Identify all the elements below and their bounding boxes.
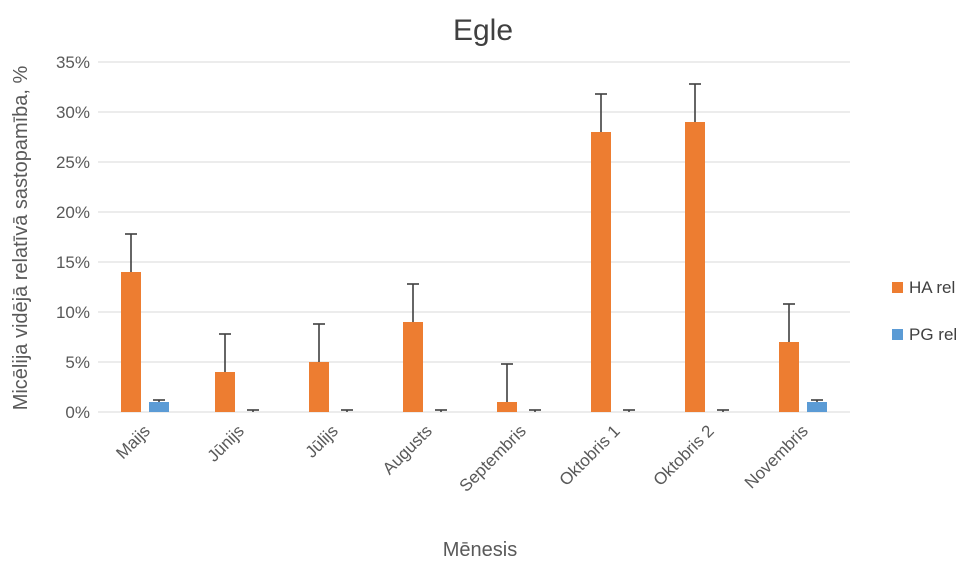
bar-ha [779,342,799,412]
x-tick-label: Novembris [741,421,812,492]
y-tick-label: 0% [65,403,90,422]
y-tick-label: 35% [56,53,90,72]
legend-label: HA rel [909,278,955,297]
bar-ha [309,362,329,412]
legend-label: PG rel [909,325,957,344]
y-tick-label: 5% [65,353,90,372]
bar-ha [497,402,517,412]
legend: HA rel PG rel [892,278,957,344]
bar-pg [149,402,169,412]
x-tick-label: Oktobris 1 [556,421,624,489]
y-tick-label: 25% [56,153,90,172]
y-tick-label: 30% [56,103,90,122]
gridlines [98,61,850,363]
x-axis-tick-labels: Maijs Jūnijs Jūlijs Augusts Septembris Oktobr… [112,421,811,495]
bar-ha [685,122,705,412]
bar-ha [215,372,235,412]
bar-ha [121,272,141,412]
legend-swatch [892,282,903,293]
chart-title: Egle [453,14,513,47]
x-tick-label: Oktobris 2 [650,421,718,489]
legend-swatch [892,329,903,340]
x-tick-label: Maijs [112,421,153,462]
y-tick-label: 20% [56,203,90,222]
x-axis-title: Mēnesis [443,539,517,561]
bars [121,122,827,412]
x-tick-label: Jūlijs [302,421,342,461]
error-bars [125,83,823,412]
x-tick-label: Septembris [456,421,530,495]
y-tick-label: 10% [56,303,90,322]
y-tick-label: 15% [56,253,90,272]
y-axis-tick-labels: 0% 5% 10% 15% 20% 25% 30% 35% [56,53,90,422]
bar-pg [807,402,827,412]
bar-ha [403,322,423,412]
bar-ha [591,132,611,412]
x-tick-label: Augusts [379,421,436,478]
y-axis-title: Micēlija vidējā relatīvā sastopamība, % [10,65,32,410]
x-tick-label: Jūnijs [204,421,248,465]
